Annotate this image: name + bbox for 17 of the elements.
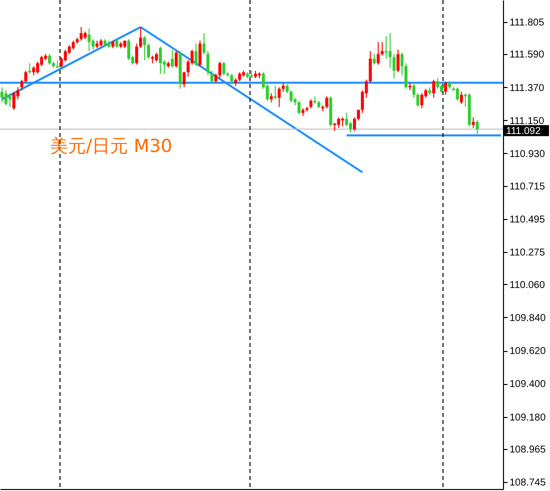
ref-line-label: 111.092 (506, 126, 542, 138)
y-tick-label: 109.840 (510, 312, 546, 324)
y-tick-label: 111.370 (510, 82, 545, 94)
y-tick-label: 108.965 (510, 444, 546, 456)
y-tick-label: 109.620 (510, 346, 546, 358)
y-tick-label: 111.805 (510, 17, 545, 28)
y-tick-label: 110.060 (510, 280, 546, 291)
y-tick-label: 110.930 (510, 148, 546, 160)
y-tick-label: 111.590 (510, 50, 545, 61)
y-tick-label: 109.180 (510, 412, 546, 424)
y-tick-label: 109.400 (510, 379, 546, 390)
y-tick-label: 110.275 (510, 248, 546, 259)
y-tick-label: 111.150 (510, 116, 545, 127)
y-tick-label: 110.495 (510, 214, 546, 226)
annotation: 美元/日元 M30 (50, 136, 172, 157)
y-tick-label: 110.715 (510, 181, 546, 192)
y-tick-label: 108.745 (510, 478, 546, 489)
